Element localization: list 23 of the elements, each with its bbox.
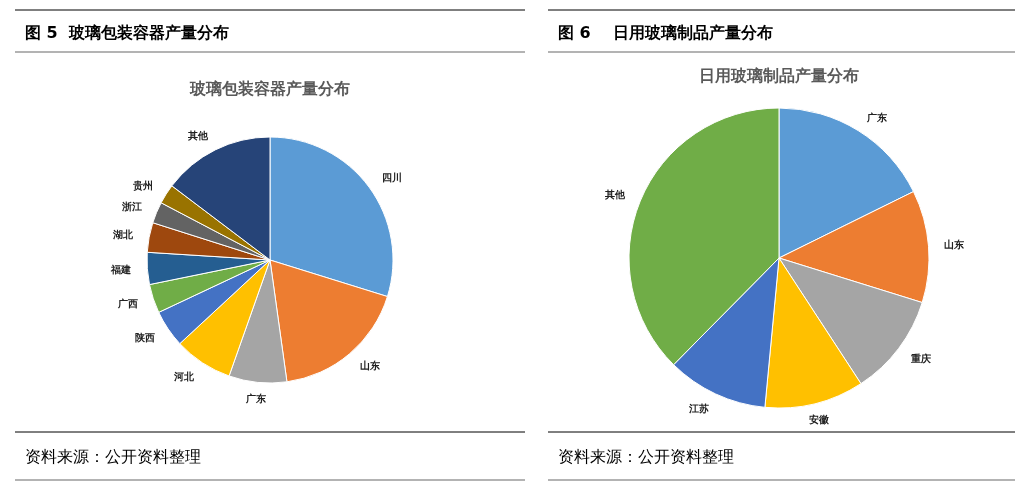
slice-label: 福建 [110,264,132,276]
slice-label: 广西 [117,298,139,310]
chart-subtitle: 玻璃包装容器产量分布 [189,79,350,98]
slice-label: 山东 [944,239,965,251]
slice-label: 广东 [245,392,267,404]
text: 资料来源：公开资料整理 [558,447,734,466]
slice-label: 江苏 [687,402,709,414]
slice-label: 河北 [172,370,195,382]
slice-label: 重庆 [910,352,932,364]
chart-subtitle: 日用玻璃制品产量分布 [699,66,859,85]
text: 资料来源：公开资料整理 [25,447,201,466]
slice-label: 广东 [865,111,887,123]
slice-label: 安徽 [808,413,830,425]
slice-label: 浙江 [120,200,142,212]
slice-label: 其他 [187,130,210,142]
slice-label: 湖北 [112,228,135,240]
slice-label: 其他 [604,189,627,201]
chart-title: 图 5 玻璃包装容器产量分布 [25,23,229,42]
slice-label: 四川 [381,172,402,184]
slice-label: 山东 [359,360,380,372]
slice-label: 陕西 [134,332,155,344]
slice-label: 贵州 [131,180,153,192]
chart-title: 图 6 日用玻璃制品产量分布 [558,23,773,42]
